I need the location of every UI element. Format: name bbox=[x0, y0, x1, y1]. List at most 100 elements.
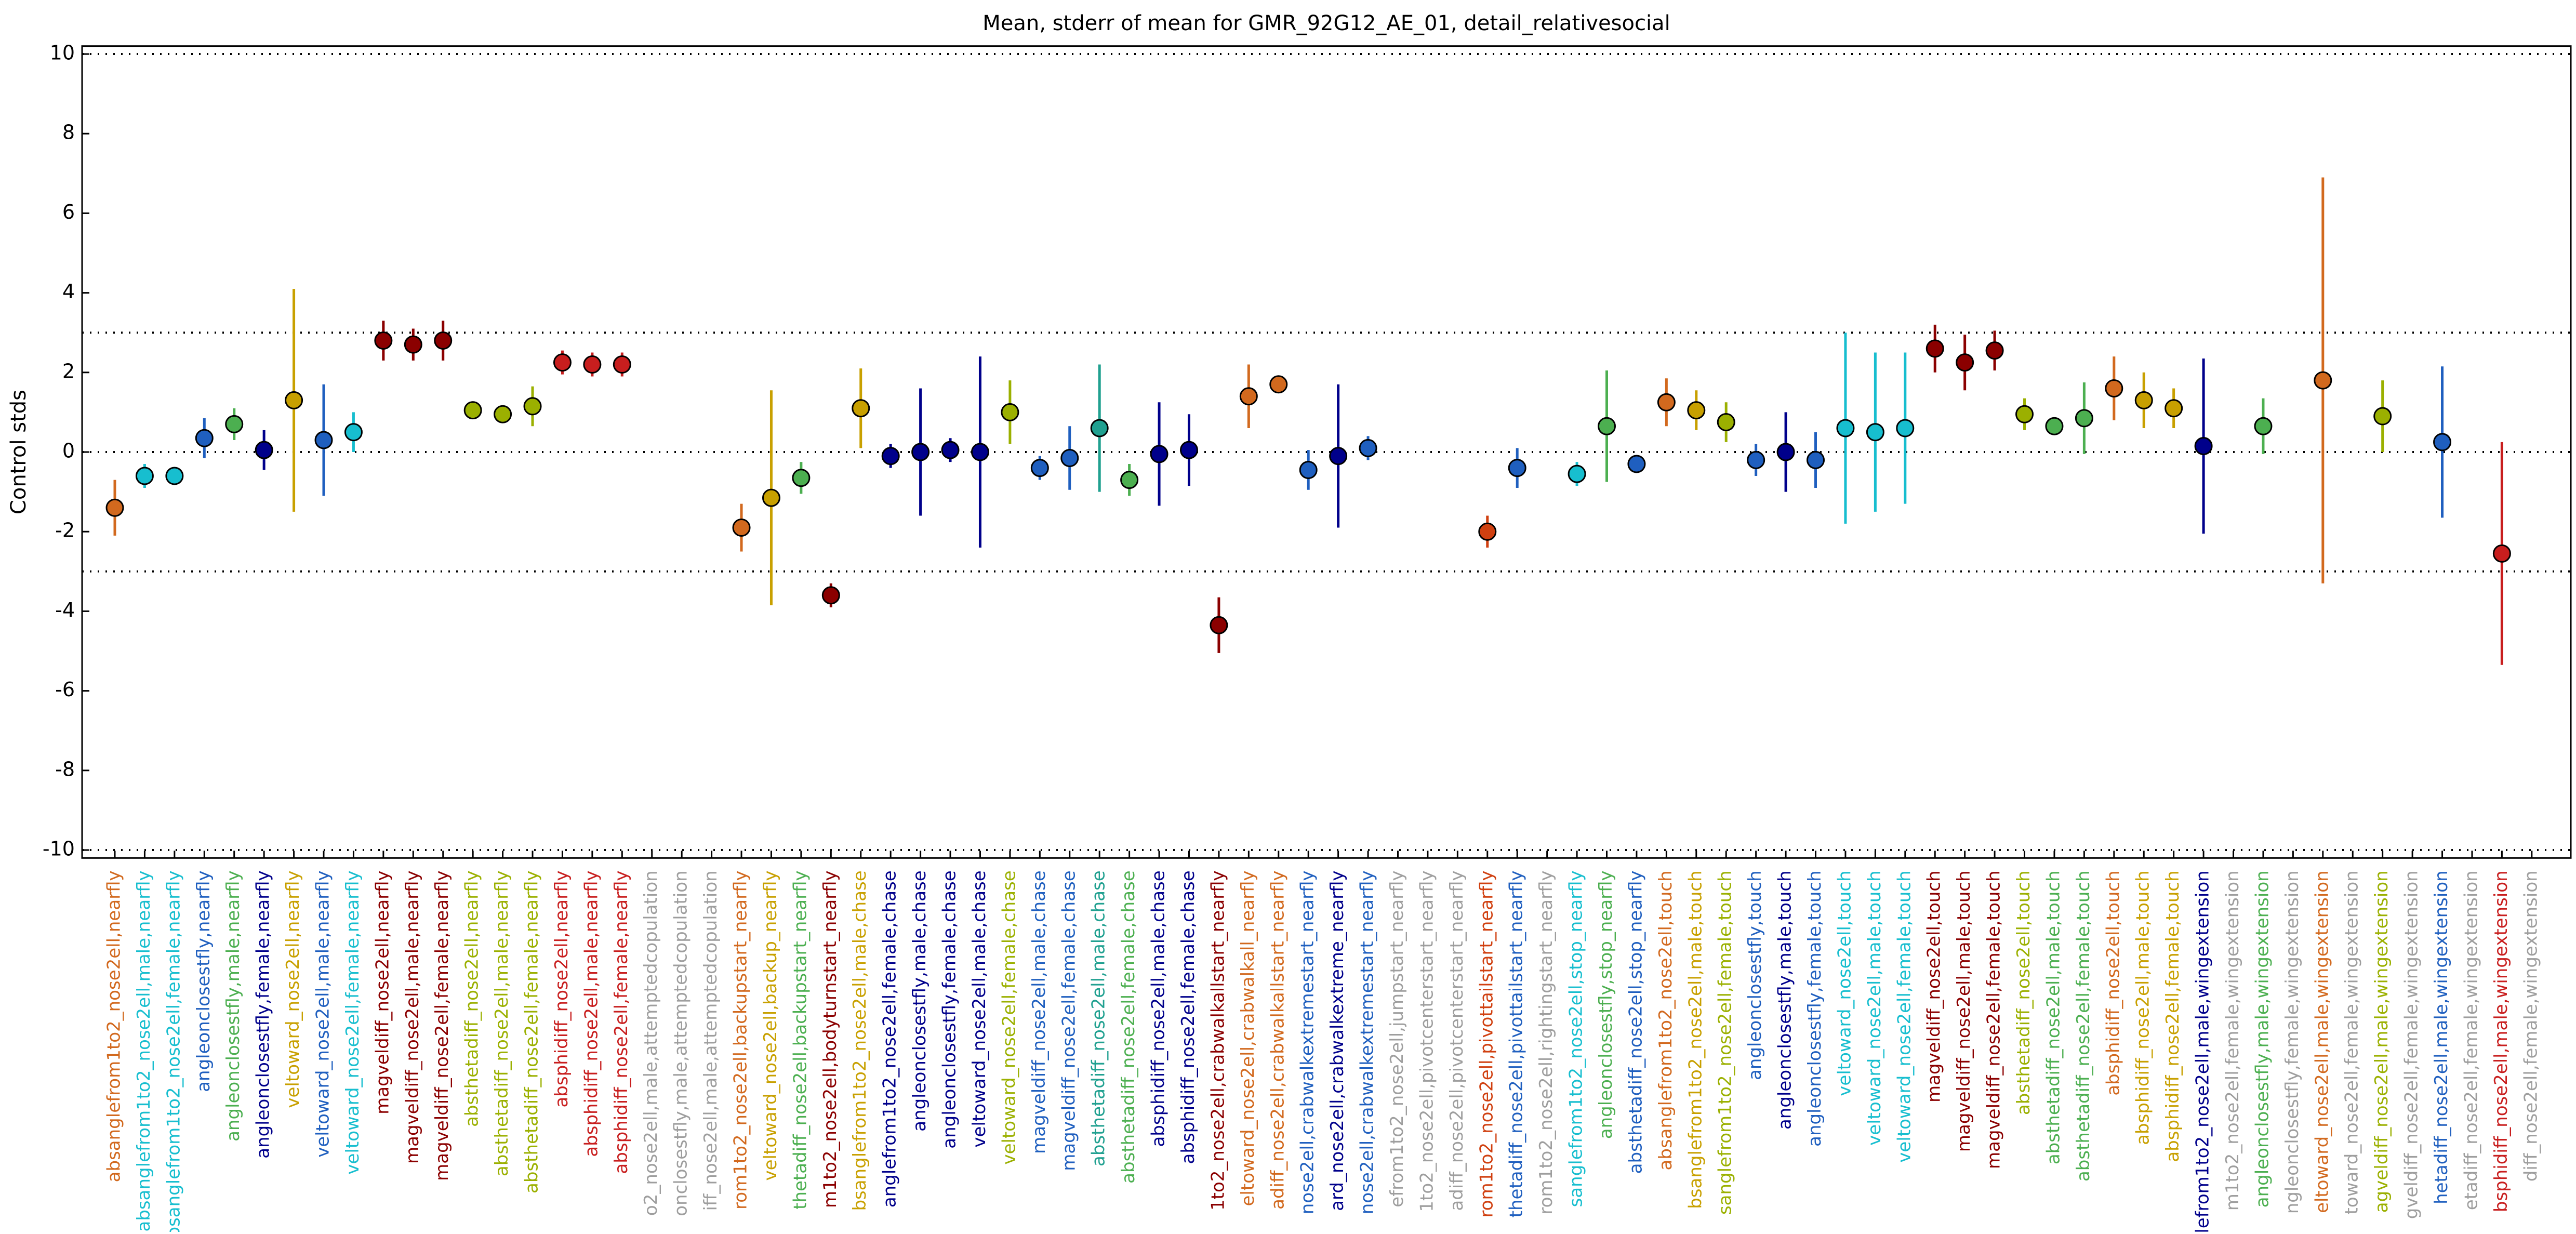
x-tick-label: eltoward_nose2ell,crabwalkall_nearfly bbox=[1238, 870, 1258, 1206]
x-tick-label: absanglefrom1to2_nose2ell,touch bbox=[1655, 870, 1676, 1170]
mean-marker bbox=[1478, 522, 1497, 541]
y-tick-label: 6 bbox=[62, 201, 75, 223]
mean-marker bbox=[494, 405, 512, 423]
mean-marker bbox=[2075, 409, 2093, 428]
x-tick-label: eltoward_nose2ell,male,wingextension bbox=[2312, 870, 2332, 1213]
mean-marker bbox=[1657, 393, 1676, 412]
mean-marker bbox=[2045, 417, 2064, 435]
mean-marker bbox=[463, 401, 482, 420]
mean-marker bbox=[344, 423, 363, 442]
mean-marker bbox=[1985, 341, 2004, 360]
mean-marker bbox=[1836, 419, 1855, 437]
x-tick-label: etadiff_nose2ell,female,wingextension bbox=[2461, 870, 2481, 1210]
y-tick-label: -8 bbox=[55, 758, 75, 780]
x-tick-label: absphidiff_nose2ell,female,chase bbox=[1178, 870, 1199, 1164]
x-tick-label: absthetadiff_nose2ell,male,nearfly bbox=[492, 870, 512, 1176]
x-tick-label: rom1to2_nose2ell,pivottailstart_nearfly bbox=[1476, 870, 1497, 1217]
y-tick-label: 10 bbox=[50, 42, 75, 64]
mean-marker bbox=[1807, 450, 1825, 469]
x-tick-label: ngleonclosestfly,female,wingextension bbox=[2282, 870, 2303, 1214]
x-tick-label: bsanglefrom1to2_nose2ell,male,touch bbox=[1685, 870, 1706, 1209]
x-tick-label: angleonclosestfly,female,chase bbox=[939, 870, 960, 1148]
mean-marker bbox=[135, 467, 154, 485]
mean-marker bbox=[2105, 379, 2123, 397]
x-tick-label: agveldiff_nose2ell,male,wingextension bbox=[2371, 870, 2392, 1213]
mean-marker bbox=[374, 331, 393, 350]
mean-marker bbox=[1627, 455, 1646, 473]
mean-marker bbox=[105, 498, 124, 517]
x-tick-label: veltoward_nose2ell,nearfly bbox=[283, 870, 303, 1108]
x-tick-label: angleonclosestfly,male,nearfly bbox=[223, 870, 244, 1142]
x-tick-label: absthetadiff_nose2ell,female,touch bbox=[2073, 870, 2094, 1182]
mean-marker bbox=[762, 488, 780, 507]
x-tick-label: angleonclosestfly,male,wingextension bbox=[2252, 870, 2273, 1208]
x-tick-label: rom1to2_nose2ell,backupstart_nearfly bbox=[731, 870, 751, 1210]
x-tick-label: veltoward_nose2ell,backup_nearfly bbox=[760, 870, 781, 1180]
y-tick-label: -10 bbox=[43, 838, 75, 860]
x-tick-label: rom1to2_nose2ell,rightingstart_nearfly bbox=[1536, 870, 1557, 1214]
mean-marker bbox=[434, 331, 453, 350]
mean-marker bbox=[852, 399, 870, 418]
x-tick-label: diff_nose2ell,female,wingextension bbox=[2520, 870, 2541, 1182]
x-tick-label: angleonclosestfly,female,nearfly bbox=[253, 870, 274, 1158]
x-tick-label: angleonclosestfly,stop_nearfly bbox=[1596, 870, 1616, 1139]
x-tick-label: magveldiff_nose2ell,nearfly bbox=[372, 870, 393, 1114]
y-axis-label: Control stds bbox=[7, 390, 31, 514]
y-tick-label: 8 bbox=[62, 121, 75, 144]
mean-marker bbox=[1329, 447, 1348, 466]
x-tick-label: magveldiff_nose2ell,male,chase bbox=[1029, 870, 1050, 1154]
mean-marker bbox=[2254, 417, 2273, 435]
y-tick-label: -6 bbox=[55, 678, 75, 701]
mean-marker bbox=[1030, 459, 1049, 477]
x-tick-label: angleonclosestfly,touch bbox=[1745, 870, 1765, 1080]
mean-marker bbox=[1598, 417, 1616, 435]
x-tick-label: efrom1to2_nose2ell,jumpstart_nearfly bbox=[1387, 870, 1407, 1207]
x-tick-label: absanglefrom1to2_nose2ell,female,nearfly bbox=[163, 870, 184, 1232]
x-tick-label: bsanglefrom1to2_nose2ell,male,chase bbox=[849, 870, 870, 1211]
mean-marker bbox=[1210, 616, 1228, 634]
mean-marker bbox=[941, 441, 960, 459]
mean-marker bbox=[1776, 443, 1795, 461]
x-tick-label: magveldiff_nose2ell,female,touch bbox=[1984, 870, 2004, 1169]
x-tick-label: sanglefrom1to2_nose2ell,female,touch bbox=[1715, 870, 1736, 1215]
x-tick-label: angleonclosestfly,male,touch bbox=[1775, 870, 1796, 1130]
x-tick-label: absphidiff_nose2ell,female,touch bbox=[2162, 870, 2183, 1162]
x-tick-label: m1to2_nose2ell,bodyturnstart_nearfly bbox=[820, 870, 841, 1208]
mean-marker bbox=[2015, 405, 2034, 423]
mean-marker bbox=[1359, 439, 1377, 457]
mean-marker bbox=[881, 447, 900, 466]
mean-marker bbox=[1120, 471, 1139, 489]
x-tick-label: toward_nose2ell,female,wingextension bbox=[2342, 870, 2362, 1214]
mean-marker bbox=[2433, 433, 2452, 452]
mean-marker bbox=[1508, 459, 1526, 477]
x-tick-label: 1to2_nose2ell,pivotcenterstart_nearfly bbox=[1416, 870, 1437, 1212]
x-tick-label: absthetadiff_nose2ell,stop_nearfly bbox=[1625, 870, 1646, 1174]
x-tick-label: absphidiff_nose2ell,female,nearfly bbox=[611, 870, 632, 1174]
mean-marker bbox=[1956, 353, 1974, 372]
y-tick-label: -4 bbox=[55, 599, 75, 621]
mean-marker bbox=[1568, 465, 1586, 483]
x-tick-label: thetadiff_nose2ell,pivottailstart_nearfl… bbox=[1506, 870, 1527, 1217]
mean-marker bbox=[255, 441, 273, 459]
x-tick-label: magveldiff_nose2ell,touch bbox=[1924, 870, 1945, 1103]
x-tick-label: magveldiff_nose2ell,male,touch bbox=[1954, 870, 1974, 1152]
mean-marker bbox=[613, 355, 631, 374]
mean-marker bbox=[553, 353, 572, 372]
mean-marker bbox=[1001, 403, 1019, 421]
mean-marker bbox=[1926, 339, 1944, 358]
y-tick-label: 2 bbox=[62, 360, 75, 382]
x-tick-label: onclosestfly,male,attemptedcopulation bbox=[671, 870, 692, 1216]
x-tick-label: anglefrom1to2_nose2ell,female,chase bbox=[880, 870, 900, 1208]
x-tick-label: absphidiff_nose2ell,touch bbox=[2103, 870, 2123, 1095]
x-tick-label: absanglefrom1to2_nose2ell,male,nearfly bbox=[134, 870, 154, 1231]
y-tick-label: 4 bbox=[62, 280, 75, 303]
mean-marker bbox=[1179, 441, 1198, 459]
mean-marker bbox=[792, 469, 811, 487]
mean-marker bbox=[2134, 391, 2153, 409]
mean-marker bbox=[165, 467, 184, 485]
chart-title: Mean, stderr of mean for GMR_92G12_AE_01… bbox=[982, 11, 1670, 35]
mean-marker bbox=[1299, 460, 1318, 479]
mean-marker bbox=[195, 429, 214, 447]
